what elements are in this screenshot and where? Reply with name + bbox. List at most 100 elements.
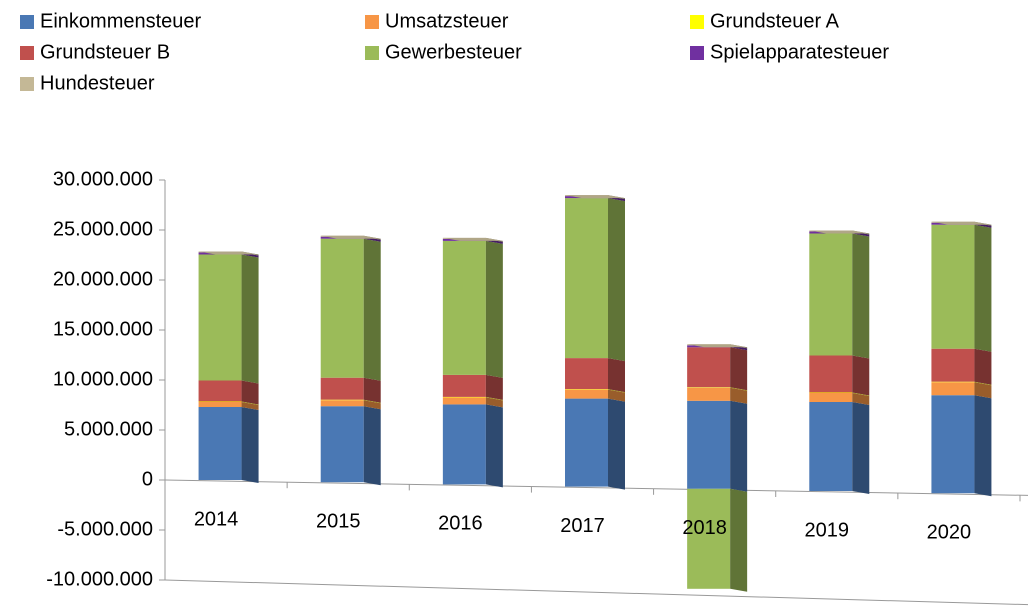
bar-segment xyxy=(809,355,853,393)
bar-segment xyxy=(687,387,731,388)
floor-edge xyxy=(164,579,1029,606)
legend-swatch xyxy=(690,15,704,29)
bar-side xyxy=(974,224,992,352)
bar-segment xyxy=(809,402,853,491)
bar-side xyxy=(730,387,748,404)
bar-side xyxy=(608,389,625,393)
bar-segment xyxy=(687,387,731,401)
x-tick-label: 2016 xyxy=(438,513,483,535)
bar-side xyxy=(485,374,503,400)
bar-side xyxy=(241,380,259,405)
y-tick-label: 25.000.000 xyxy=(53,218,153,240)
bar-side xyxy=(485,396,503,401)
bar-side xyxy=(608,398,625,490)
legend-label: Umsatzsteuer xyxy=(385,10,509,32)
bar-side xyxy=(363,406,381,486)
bar-side xyxy=(730,488,748,592)
bar-segment xyxy=(565,389,608,399)
bar-side xyxy=(730,400,748,492)
bar-side xyxy=(608,198,625,362)
bar-segment xyxy=(198,254,242,381)
bar-top xyxy=(320,235,381,239)
bar-side xyxy=(485,240,503,378)
bar-segment xyxy=(931,381,975,383)
bar-segment xyxy=(931,348,975,382)
bar-segment xyxy=(198,380,242,402)
bar-side xyxy=(852,355,870,396)
bar-segment xyxy=(687,347,731,388)
legend-label: Hundesteuer xyxy=(40,72,155,94)
legend-label: Grundsteuer B xyxy=(40,41,170,63)
bar-segment xyxy=(442,396,486,398)
bar-side xyxy=(852,393,870,405)
bar-segment xyxy=(320,400,364,407)
bar-side xyxy=(852,233,870,359)
legend-swatch xyxy=(20,15,34,29)
bar-segment xyxy=(809,392,853,393)
y-tick-label: 5.000.000 xyxy=(64,418,153,440)
bar-top xyxy=(809,230,870,234)
bar-segment xyxy=(198,402,242,407)
legend-swatch xyxy=(365,15,379,29)
bar-side xyxy=(241,401,259,405)
x-tick-label: 2020 xyxy=(927,521,972,543)
bar-segment xyxy=(320,377,364,400)
x-tick-label: 2014 xyxy=(194,508,239,530)
y-tick-label: -10.000.000 xyxy=(46,568,153,590)
legend-label: Spielapparatesteuer xyxy=(710,41,889,63)
bar-segment xyxy=(565,398,608,487)
bar-side xyxy=(485,397,503,408)
bar-side xyxy=(241,407,259,483)
bar-side xyxy=(608,358,625,393)
bar-side xyxy=(974,348,992,385)
bar-side xyxy=(730,387,748,391)
x-tick-label: 2019 xyxy=(805,519,850,541)
x-axis xyxy=(164,479,1029,496)
bar-side xyxy=(241,254,259,384)
legend-swatch xyxy=(365,46,379,60)
x-tick-label: 2015 xyxy=(316,510,361,532)
bar-top xyxy=(442,237,503,241)
y-tick-label: 30.000.000 xyxy=(53,168,153,190)
legend-swatch xyxy=(690,46,704,60)
y-tick-label: 0 xyxy=(142,468,153,490)
bar-side xyxy=(974,382,992,399)
legend-label: Einkommensteuer xyxy=(40,10,202,32)
bar-segment xyxy=(320,399,364,401)
bar-top xyxy=(198,251,259,255)
bar-side xyxy=(485,404,503,488)
bar-segment xyxy=(442,240,486,375)
bar-segment xyxy=(931,224,975,349)
legend-label: Grundsteuer A xyxy=(710,10,840,32)
x-tick-label: 2018 xyxy=(682,517,727,539)
bar-segment xyxy=(442,397,486,405)
bar-segment xyxy=(931,382,975,396)
bar-segment xyxy=(320,406,364,483)
bar-segment xyxy=(687,488,731,589)
legend-swatch xyxy=(20,46,34,60)
y-tick-label: 20.000.000 xyxy=(53,268,153,290)
bar-side xyxy=(363,238,381,381)
bar-top xyxy=(931,221,992,225)
x-tick-label: 2017 xyxy=(560,515,605,537)
bar-segment xyxy=(687,400,731,489)
y-tick-label: 15.000.000 xyxy=(53,318,153,340)
bar-side xyxy=(974,381,992,386)
bar-segment xyxy=(442,404,486,485)
bar-segment xyxy=(565,358,608,390)
bar-segment xyxy=(565,198,608,359)
bar-segment xyxy=(809,233,853,356)
bar-segment xyxy=(198,407,242,480)
legend-swatch xyxy=(20,77,34,91)
bar-segment xyxy=(565,389,608,390)
bar-segment xyxy=(931,395,975,494)
bar-side xyxy=(363,377,381,403)
legend-label: Gewerbesteuer xyxy=(385,41,522,63)
y-tick-label: -5.000.000 xyxy=(57,518,153,540)
bar-segment xyxy=(809,393,853,402)
bar-side xyxy=(730,347,748,391)
bar-side xyxy=(974,395,992,497)
bar-segment xyxy=(198,401,242,402)
bar-top xyxy=(565,195,625,199)
